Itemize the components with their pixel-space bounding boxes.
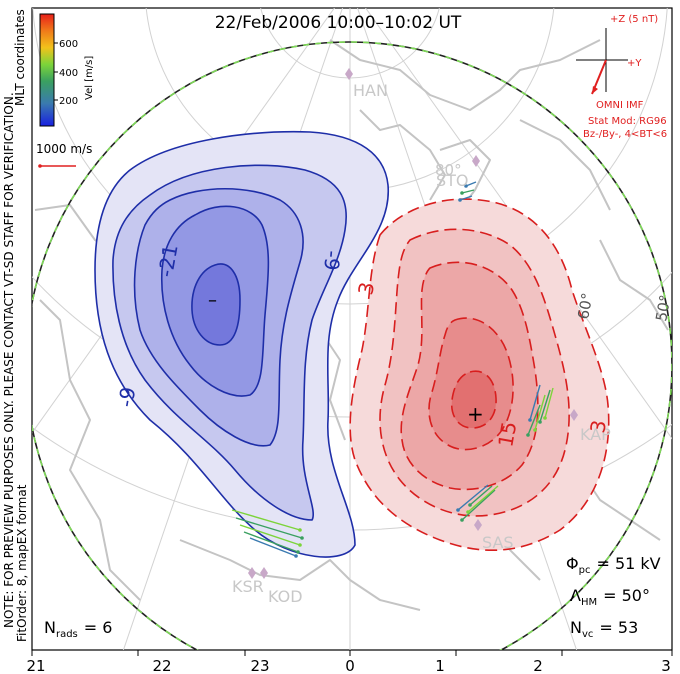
color-bar-tick-200: 200 [59,96,78,107]
potential-min-marker: – [208,290,217,311]
neg-contour-4 [191,263,241,346]
stat-n-vc: Nvc = 53 [570,618,638,640]
potential-max-marker: + [467,402,484,426]
heppner-maynard-boundary-base [32,41,672,650]
latitude-label-80: 80° [435,161,462,179]
station-kod-marker [260,567,268,579]
imf-z-label: +Z (5 nT) [610,14,658,25]
station-kap-marker [570,409,578,421]
station-sas-label: SAS [482,533,514,552]
imf-y-label: +Y [627,58,642,69]
contour-label-neg9-top: -9 [319,250,345,272]
contour-label-neg9-bottom: -9 [113,385,140,409]
imf-source-label: OMNI IMF [596,100,644,111]
imf-clock: +Z (5 nT) +Y OMNI IMF Stat Mod: RG96 Bz-… [576,14,667,140]
stat-phi-pc: Φpc = 51 kV [566,554,661,576]
velocity-color-bar: 600 400 200 Vel [m/s] [39,13,95,127]
mlt-tick-21: 21 [26,657,45,674]
station-ksr-marker [248,567,256,579]
station-kap-label: KAP [580,425,611,444]
color-bar-label: Vel [m/s] [84,56,95,100]
contour-label-pos3-left: 3 [353,280,379,297]
station-ksr-label: KSR [232,577,264,596]
station-sto-label: STO [436,171,469,190]
negative-potential-cell [94,130,389,558]
station-sto-marker [472,155,480,167]
mlt-tick-22: 22 [152,657,171,674]
contour-label-neg21: -21 [153,243,182,279]
station-kod-label: KOD [268,587,303,606]
contour-label-pos3-right: 3 [585,418,611,435]
mlt-tick-3: 3 [661,657,671,674]
vectors-sas [456,484,499,522]
preview-note: NOTE: FOR PREVIEW PURPOSES ONLY. PLEASE … [2,92,16,628]
latitude-label-60: 60° [574,291,596,320]
vectors-kod [231,509,304,558]
fit-order-note: FitOrder: 8, mapEX format [15,484,29,642]
vectors-sto [458,181,477,202]
pos-contour-4 [450,370,497,429]
imf-model-line2: Bz-/By-, 4<BT<6 [583,129,667,140]
mlt-tick-0: 0 [345,657,355,674]
mlt-tick-2: 2 [533,657,543,674]
stat-n-rads: Nrads = 6 [44,618,112,640]
map-title: 22/Feb/2006 10:00–10:02 UT [215,13,462,33]
coords-label: MLT coordinates [13,9,27,106]
mlt-tick-23: 23 [250,657,269,674]
station-han-label: HAN [353,81,388,100]
imf-model-line1: Stat Mod: RG96 [588,116,667,127]
positive-potential-cell [349,198,610,552]
reference-vector-label: 1000 m/s [36,142,92,156]
stat-lambda-hm: ΛHM = 50° [570,586,650,608]
color-bar-tick-600: 600 [59,39,78,50]
latitude-label-50: 50° [652,293,674,322]
vectors-kap [526,384,554,437]
velocity-vectors [231,181,554,558]
color-bar-tick-400: 400 [59,68,78,79]
mlt-tick-1: 1 [435,657,445,674]
radar-stations [248,68,578,579]
station-sas-marker [474,519,482,531]
contour-label-pos15: 15 [493,420,521,449]
station-han-marker [345,68,353,80]
